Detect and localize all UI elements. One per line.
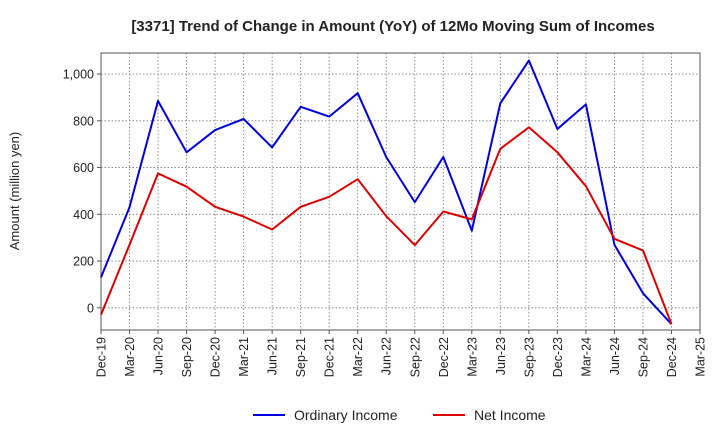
x-tick-label: Jun-20 xyxy=(152,337,166,375)
x-tick-label: Jun-21 xyxy=(266,337,280,375)
x-tick-label: Sep-21 xyxy=(294,337,308,377)
y-axis: 0 200 400 600 800 1,000 xyxy=(63,68,101,315)
x-tick-label: Sep-20 xyxy=(180,337,194,377)
series-line-ordinary-income xyxy=(100,59,673,325)
grid xyxy=(101,53,700,330)
x-tick-label: Dec-20 xyxy=(209,337,223,377)
x-tick-label: Mar-23 xyxy=(465,337,479,377)
x-tick-label: Mar-24 xyxy=(579,337,593,377)
x-tick-label: Sep-22 xyxy=(408,337,422,377)
y-tick-label: 800 xyxy=(73,114,94,128)
x-tick-label: Sep-24 xyxy=(636,337,650,377)
x-tick-label: Dec-24 xyxy=(665,337,679,377)
legend: Ordinary Income Net Income xyxy=(253,407,546,423)
y-tick-label: 0 xyxy=(87,301,94,315)
x-tick-label: Mar-25 xyxy=(694,337,708,377)
x-tick-label: Jun-24 xyxy=(608,337,622,375)
x-tick-label: Jun-22 xyxy=(380,337,394,375)
legend-label-ordinary-income: Ordinary Income xyxy=(294,407,398,423)
y-tick-label: 600 xyxy=(73,161,94,175)
x-axis: Dec-19 Mar-20 Jun-20 Sep-20 Dec-20 Mar-21 Jun-… xyxy=(95,330,708,377)
legend-label-net-income: Net Income xyxy=(474,407,546,423)
x-tick-label: Mar-20 xyxy=(123,337,137,377)
x-tick-label: Dec-21 xyxy=(323,337,337,377)
x-tick-label: Mar-22 xyxy=(351,337,365,377)
x-tick-label: Dec-22 xyxy=(437,337,451,377)
x-tick-label: Dec-23 xyxy=(551,337,565,377)
x-tick-label: Dec-19 xyxy=(95,337,109,377)
x-tick-label: Sep-23 xyxy=(522,337,536,377)
x-tick-label: Mar-21 xyxy=(237,337,251,377)
chart-title: [3371] Trend of Change in Amount (YoY) o… xyxy=(131,18,654,35)
x-tick-label: Jun-23 xyxy=(494,337,508,375)
y-tick-label: 200 xyxy=(73,255,94,269)
series-lines xyxy=(100,59,673,325)
plot-area xyxy=(100,52,701,331)
y-tick-label: 400 xyxy=(73,208,94,222)
y-tick-label: 1,000 xyxy=(63,68,94,82)
series-line-net-income xyxy=(100,126,673,325)
y-axis-label: Amount (million yen) xyxy=(7,132,22,251)
